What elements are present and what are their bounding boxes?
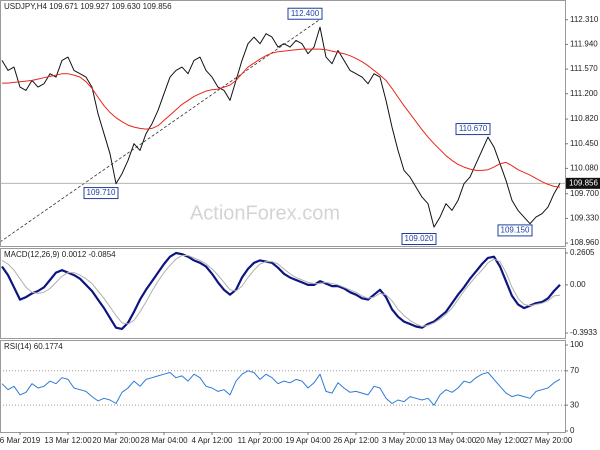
annotation-box [83, 187, 119, 200]
annotation-label: 110.670 [459, 124, 488, 133]
y-tick-label: 111.940 [570, 40, 598, 49]
annotation-label: 109.710 [87, 188, 116, 197]
annotation-label: 109.150 [501, 226, 530, 235]
y-tick-label: 110.820 [570, 114, 599, 123]
annotation-box [455, 123, 491, 136]
x-tick-label: 3 May 20:00 [382, 436, 427, 445]
trend-line [0, 17, 323, 243]
panel-title: USDJPY,H4 109.671 109.927 109.630 109.85… [4, 2, 172, 11]
panel-frame [0, 0, 566, 247]
x-tick-label: 11 Apr 20:00 [238, 436, 283, 445]
x-tick-label: 4 Apr 12:00 [192, 436, 233, 445]
y-tick-label: 111.570 [570, 64, 598, 73]
panel-title: RSI(14) 60.1774 [4, 342, 63, 351]
annotation-label: 109.020 [405, 234, 434, 243]
watermark: ActionForex.com [190, 202, 340, 224]
y-tick-label: 110.450 [570, 139, 599, 148]
series-line [1, 251, 561, 330]
y-tick-label: 112.310 [570, 15, 599, 24]
annotation-label: 112.400 [291, 9, 320, 18]
y-tick-label: 70 [570, 366, 579, 375]
panel-frame [0, 340, 566, 433]
y-tick-label: 108.960 [570, 238, 599, 247]
x-tick-label: 20 May 12:00 [476, 436, 525, 445]
x-tick-label: 13 Mar 12:00 [44, 436, 92, 445]
y-tick-label: 111.200 [570, 89, 598, 98]
panel-title: MACD(12,26,9) 0.0012 -0.0854 [4, 250, 116, 259]
y-tick-label: 30 [570, 400, 579, 409]
y-tick-label: 109.700 [570, 189, 599, 198]
y-tick-label: 0.00 [570, 280, 586, 289]
x-tick-label: 26 Apr 12:00 [333, 436, 379, 445]
x-tick-label: 28 Mar 04:00 [140, 436, 188, 445]
series-line [1, 370, 561, 406]
y-tick-label: 0.2605 [570, 248, 595, 257]
annotation-box [497, 224, 533, 237]
x-tick-label: 13 May 04:00 [428, 436, 477, 445]
y-tick-label: 0 [570, 426, 575, 435]
x-tick-label: 19 Apr 04:00 [285, 436, 331, 445]
y-tick-label: 100 [570, 340, 584, 349]
annotation-box [401, 233, 437, 245]
x-tick-label: 20 Mar 20:00 [92, 436, 140, 445]
y-tick-label: -0.3933 [570, 328, 598, 337]
last-price-box [566, 177, 600, 189]
series-line [2, 48, 561, 188]
x-tick-label: 6 Mar 2019 [0, 436, 41, 445]
annotation-box [287, 7, 323, 20]
series-line [1, 26, 561, 228]
y-tick-label: 110.080 [570, 164, 599, 173]
x-tick-label: 27 May 20:00 [524, 436, 573, 445]
last-price-label: 109.856 [569, 178, 598, 187]
series-line [1, 255, 561, 327]
y-tick-label: 109.330 [570, 214, 599, 223]
panel-frame [0, 248, 566, 339]
